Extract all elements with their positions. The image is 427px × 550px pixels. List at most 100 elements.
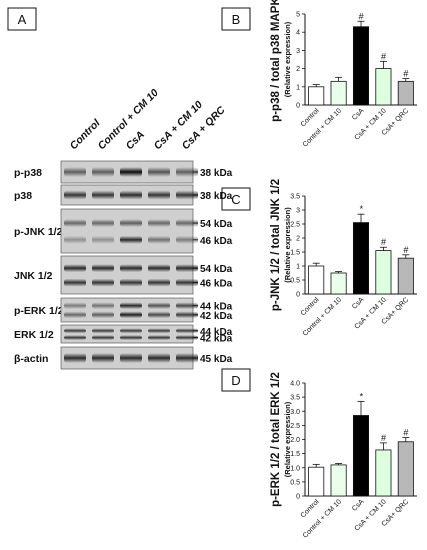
bar (330, 464, 347, 497)
panel-label-c: C (221, 187, 251, 211)
significance-mark: # (381, 433, 387, 443)
y-tick-label: 3.5 (290, 395, 300, 402)
y-tick-label: 1 (296, 264, 300, 271)
y-tick-label: 2.5 (290, 222, 300, 229)
blot-band (176, 311, 198, 319)
svg-text:C: C (231, 192, 240, 207)
svg-text:D: D (231, 373, 240, 388)
panel-label-b: B (221, 7, 251, 31)
bar (397, 257, 414, 295)
y-tick-label: 2 (296, 66, 300, 73)
blot-band (148, 311, 170, 319)
blot-band (92, 190, 114, 200)
blot-band (176, 167, 198, 177)
bar (352, 222, 370, 295)
blot-band (120, 278, 142, 287)
significance-mark: * (359, 391, 363, 401)
blot-row-label: p38 (14, 190, 32, 202)
blot-band (176, 328, 198, 334)
blot-strip (60, 208, 194, 254)
blot-band (148, 219, 170, 228)
blot-strip (60, 324, 194, 344)
y-tick-label: 1.0 (290, 465, 300, 472)
marker-label: 38 kDa (200, 168, 233, 179)
chart-jnk: 0 0.5 1 1.5 2 2.5 3 3.5 p-JNK 1/2 / total JNK 1/… (270, 179, 417, 338)
blot-row-label: JNK 1/2 (14, 270, 53, 282)
y-axis-subtitle: (Relative expression) (283, 401, 292, 477)
y-tick-label: 2.0 (290, 437, 300, 444)
blot-band (92, 219, 114, 228)
bar (352, 26, 370, 106)
blot-row-label: p-p38 (14, 167, 42, 179)
significance-mark: * (359, 204, 363, 214)
blot-band (148, 353, 170, 363)
blot-band (92, 235, 114, 244)
bar (375, 250, 392, 295)
y-axis-subtitle: (Relative expression) (283, 21, 292, 97)
marker-label: 44 kDa (200, 302, 233, 313)
blot-band (120, 190, 142, 200)
y-tick-label: 0 (296, 103, 300, 110)
significance-mark: # (403, 69, 409, 79)
significance-mark: # (403, 428, 409, 438)
blot-row-label: p-JNK 1/2 (14, 226, 63, 238)
blot-band (64, 278, 86, 287)
marker-label: 54 kDa (200, 219, 233, 230)
significance-mark: # (381, 51, 387, 61)
blot-band (176, 264, 198, 273)
significance-mark: # (358, 11, 364, 21)
blot-band (92, 302, 114, 310)
y-axis-title: p-p38 / total p38 MAPK (270, 0, 282, 122)
category-label: CsA (351, 498, 366, 513)
blot-band (92, 335, 114, 341)
blot-band (148, 235, 170, 244)
blot-band (148, 278, 170, 287)
blot-band (64, 190, 86, 200)
y-axis-title: p-JNK 1/2 / total JNK 1/2 (270, 179, 282, 311)
category-label: CsA (351, 107, 366, 122)
blot-band (148, 328, 170, 334)
bar (375, 449, 392, 497)
blot-band (64, 264, 86, 273)
marker-label: 42 kDa (200, 311, 233, 322)
bar (308, 86, 325, 106)
blot-row-label: ERK 1/2 (14, 329, 54, 341)
blot-band (120, 353, 142, 363)
y-tick-label: 3.0 (290, 409, 300, 416)
blot-row-label: β-actin (14, 353, 48, 365)
bar (308, 466, 325, 497)
category-label: Control (300, 107, 321, 128)
category-label: Control + CM 10 (302, 296, 343, 337)
chart-erk: 0 0.5 1.0 1.5 2.0 2.5 3.0 3.5 4.0 p-ERK 1/2 / tot… (270, 372, 417, 540)
blot-band (148, 167, 170, 177)
significance-mark: # (403, 245, 409, 255)
y-tick-label: 0 (296, 494, 300, 501)
category-label: CsA (351, 296, 366, 311)
blot-band (64, 219, 86, 228)
blot-band (176, 219, 198, 228)
blot-band (120, 335, 142, 341)
blot-band (64, 353, 86, 363)
blot-band (120, 328, 142, 334)
y-tick-label: 0 (296, 292, 300, 299)
blot-band (92, 278, 114, 287)
blot-band (64, 302, 86, 310)
blot-band (92, 264, 114, 273)
bar (352, 415, 370, 497)
svg-text:B: B (232, 12, 241, 27)
blot-band (176, 302, 198, 310)
marker-label: 44 kDa (200, 327, 233, 338)
blot-band (148, 190, 170, 200)
svg-text:A: A (18, 12, 27, 27)
blot-band (120, 311, 142, 319)
marker-label: 46 kDa (200, 279, 233, 290)
category-label: Control + CM 10 (302, 498, 343, 539)
blot-band (176, 353, 198, 363)
chart-p38: 0 1 2 3 4 5 p-p38 / total p38 MAPK (Relative ex… (270, 0, 417, 149)
marker-label: 46 kDa (200, 236, 233, 247)
lane-label: CsA (124, 129, 147, 152)
marker-label: 54 kDa (200, 264, 233, 275)
y-tick-label: 1.5 (290, 250, 300, 257)
bar (397, 80, 414, 106)
